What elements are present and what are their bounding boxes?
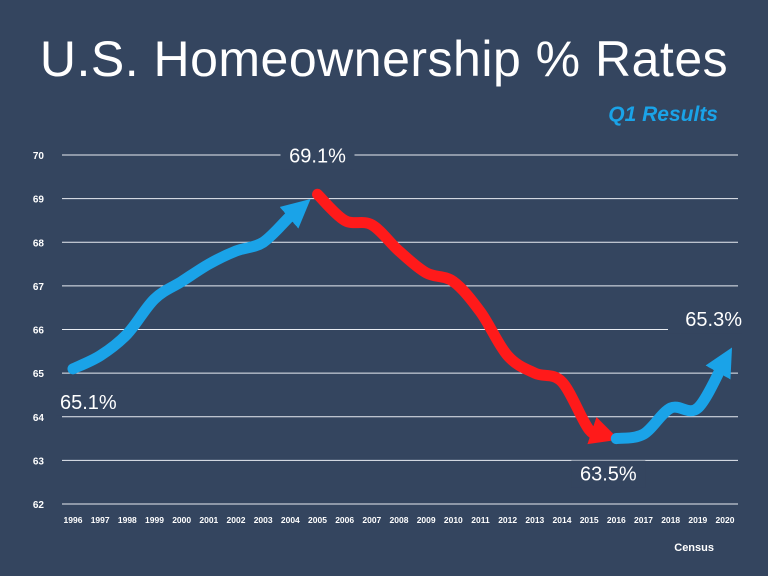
annotation-label: 65.3% (685, 309, 742, 331)
x-tick-label: 2000 (172, 515, 191, 525)
y-tick-label: 67 (33, 282, 45, 293)
x-tick-label: 1998 (118, 515, 137, 525)
y-tick-label: 68 (33, 238, 45, 249)
y-tick-label: 69 (33, 195, 45, 206)
y-tick-label: 65 (33, 369, 45, 380)
x-tick-label: 2019 (688, 515, 707, 525)
y-tick-label: 63 (33, 456, 45, 467)
annotation-label: 69.1% (289, 145, 346, 167)
x-tick-label: 2007 (362, 515, 381, 525)
annotations: 65.1% 69.1% 63.5% 65.3% (56, 142, 742, 488)
series-lines (67, 188, 733, 445)
annotation-background (280, 142, 355, 170)
annotation-background (668, 306, 742, 334)
chart-title: U.S. Homeownership % Rates (39, 31, 729, 87)
x-tick-label: 2014 (553, 515, 572, 525)
x-tick-label: 2009 (417, 515, 436, 525)
annotation-label: 63.5% (580, 464, 637, 486)
x-tick-label: 2008 (390, 515, 409, 525)
annotation-label: 65.1% (60, 392, 117, 414)
y-axis-ticks: 62 63 64 65 66 67 68 69 70 (33, 151, 45, 511)
x-tick-label: 2005 (308, 515, 327, 525)
x-tick-label: 1997 (91, 515, 110, 525)
x-tick-label: 2015 (580, 515, 599, 525)
x-tick-label: 2016 (607, 515, 626, 525)
x-tick-label: 2010 (444, 515, 463, 525)
x-tick-label: 2002 (227, 515, 246, 525)
annotation-background (56, 388, 130, 416)
y-tick-label: 62 (33, 500, 45, 511)
x-tick-label: 2001 (199, 515, 218, 525)
y-tick-label: 66 (33, 326, 45, 337)
y-tick-label: 64 (33, 413, 45, 424)
x-tick-label: 2020 (716, 515, 735, 525)
series-line-rising (610, 347, 733, 445)
chart-subtitle: Q1 Results (608, 103, 718, 126)
x-tick-label: 1999 (145, 515, 164, 525)
x-tick-label: 2017 (634, 515, 653, 525)
x-tick-label: 2003 (254, 515, 273, 525)
series-line-falling (312, 188, 620, 445)
gridlines (62, 154, 738, 505)
x-tick-label: 2004 (281, 515, 300, 525)
x-tick-label: 2006 (335, 515, 354, 525)
x-axis-ticks: 1996 1997 1998 1999 2000 2001 2002 2003 2004 2005… (64, 515, 735, 525)
x-tick-label: 2012 (498, 515, 517, 525)
annotation-background (571, 460, 646, 488)
series-line-rising (67, 199, 311, 375)
x-tick-label: 2011 (471, 515, 490, 525)
x-tick-label: 2018 (661, 515, 680, 525)
source-label: Census (674, 542, 714, 554)
x-tick-label: 1996 (64, 515, 83, 525)
y-tick-label: 70 (33, 151, 45, 162)
x-tick-label: 2013 (525, 515, 544, 525)
